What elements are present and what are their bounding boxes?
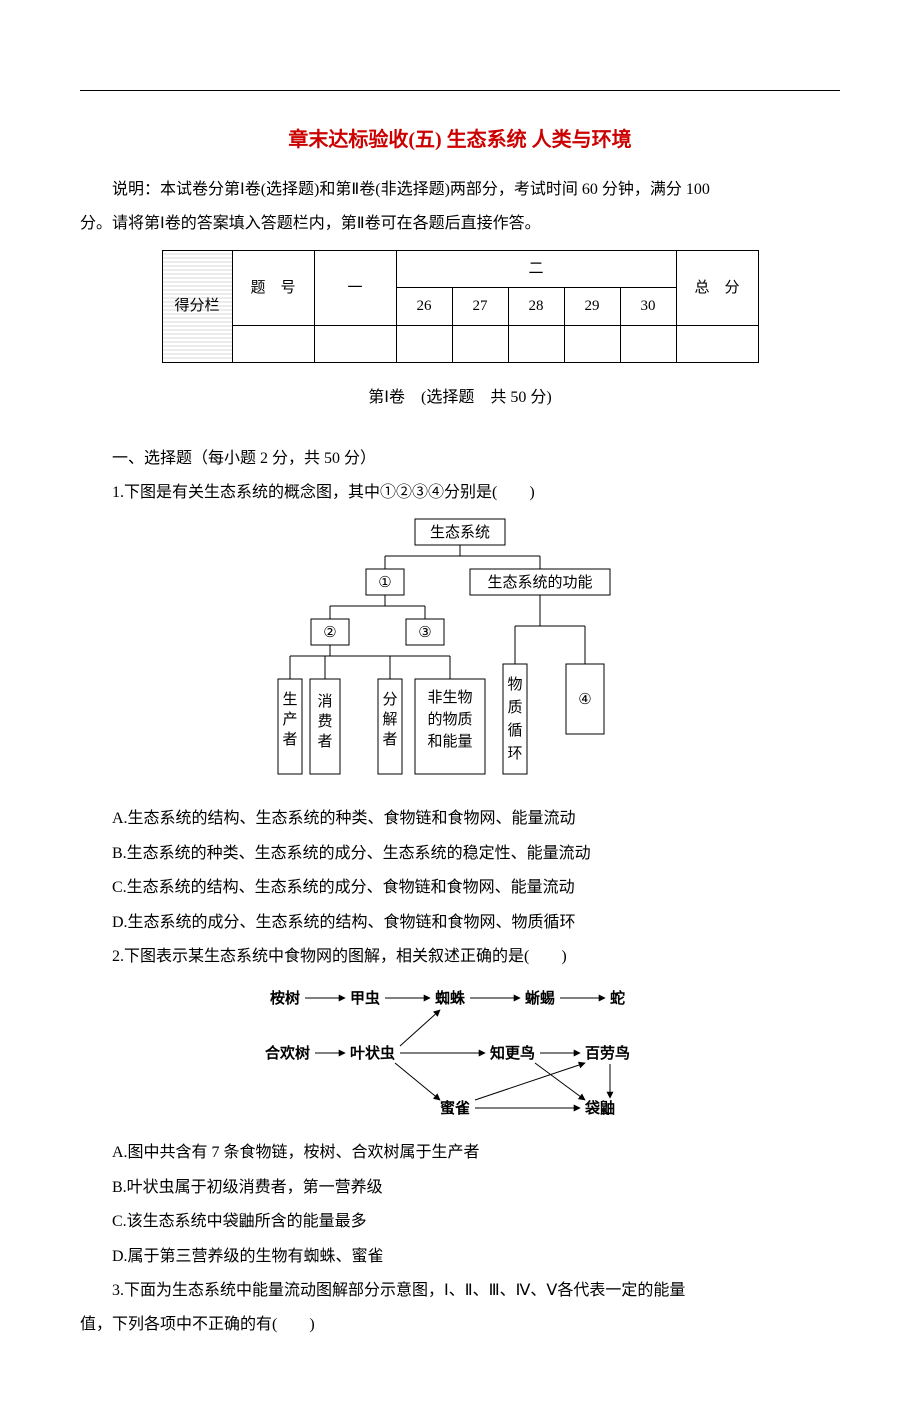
score-blank: [314, 325, 396, 363]
score-blank: [676, 325, 758, 363]
score-blank: [620, 325, 676, 363]
score-col-title: 题 号: [232, 250, 314, 325]
score-col-two: 二: [396, 250, 676, 288]
svg-text:费: 费: [317, 713, 332, 730]
score-table: 得分栏 题 号 一 二 总 分 26 27 28 29 30: [162, 250, 759, 364]
part1-heading: 一、选择题（每小题 2 分，共 50 分）: [80, 444, 840, 474]
intro-line-2: 分。请将第Ⅰ卷的答案填入答题栏内，第Ⅱ卷可在各题后直接作答。: [80, 209, 840, 239]
svg-text:非生物: 非生物: [427, 689, 472, 706]
fw-zhigeng: 知更鸟: [490, 1044, 535, 1062]
fw-xiyi: 蜥蜴: [525, 989, 555, 1007]
svg-text:分: 分: [382, 691, 397, 708]
score-col-total: 总 分: [676, 250, 758, 325]
svg-text:的物质: 的物质: [427, 711, 472, 728]
q2-optC: C.该生态系统中袋鼬所含的能量最多: [80, 1207, 840, 1237]
fw-hehuan: 合欢树: [264, 1044, 310, 1062]
q1-optA: A.生态系统的结构、生态系统的种类、食物链和食物网、能量流动: [80, 804, 840, 834]
q2-optA: A.图中共含有 7 条食物链，桉树、合欢树属于生产者: [80, 1138, 840, 1168]
fw-daiyou: 袋鼬: [584, 1099, 615, 1117]
score-sub-30: 30: [620, 288, 676, 326]
score-blank: [564, 325, 620, 363]
score-col-one: 一: [314, 250, 396, 325]
q2-food-web: 桉树 甲虫 蜘蛛 蜥蜴 蛇 合欢树 叶状虫 知更鸟 百劳鸟 蜜雀 袋鼬: [80, 978, 840, 1128]
fw-zhizhu: 蜘蛛: [435, 989, 466, 1007]
node-funcs: 生态系统的功能: [487, 574, 592, 591]
fw-jia: 甲虫: [350, 989, 380, 1007]
score-blank: [232, 325, 314, 363]
score-blank: [396, 325, 452, 363]
score-sub-29: 29: [564, 288, 620, 326]
q1-optC: C.生态系统的结构、生态系统的成分、食物链和食物网、能量流动: [80, 873, 840, 903]
svg-text:物: 物: [507, 676, 522, 693]
fw-she: 蛇: [610, 989, 625, 1007]
svg-text:产: 产: [282, 711, 297, 728]
page-title: 章末达标验收(五) 生态系统 人类与环境: [80, 121, 840, 159]
q1-optD: D.生态系统的成分、生态系统的结构、食物链和食物网、物质循环: [80, 908, 840, 938]
q2-stem: 2.下图表示某生态系统中食物网的图解，相关叙述正确的是( ): [80, 942, 840, 972]
score-blank: [452, 325, 508, 363]
q2-optD: D.属于第三营养级的生物有蜘蛛、蜜雀: [80, 1242, 840, 1272]
node-4: ④: [578, 692, 591, 708]
node-1: ①: [378, 575, 391, 591]
section-one-label: 第Ⅰ卷 (选择题 共 50 分): [80, 383, 840, 413]
score-blank: [508, 325, 564, 363]
node-2: ②: [323, 625, 336, 641]
svg-text:消: 消: [317, 693, 332, 710]
top-rule: [80, 90, 840, 91]
score-sub-26: 26: [396, 288, 452, 326]
fw-an: 桉树: [270, 989, 300, 1007]
fw-mique: 蜜雀: [440, 1099, 470, 1117]
score-rowhead: 得分栏: [162, 250, 232, 363]
score-sub-28: 28: [508, 288, 564, 326]
score-sub-27: 27: [452, 288, 508, 326]
intro-line-1: 说明：本试卷分第Ⅰ卷(选择题)和第Ⅱ卷(非选择题)两部分，考试时间 60 分钟，…: [80, 175, 840, 205]
svg-text:和能量: 和能量: [427, 733, 472, 750]
node-root: 生态系统: [430, 524, 490, 541]
svg-text:环: 环: [507, 746, 522, 762]
q1-concept-map: 生态系统 ① 生态系统的功能 ② ③ 生 产 者 消 费 者 分 解 者 非生物…: [80, 514, 840, 794]
q3-line2: 值，下列各项中不正确的有( ): [80, 1310, 840, 1340]
fw-bailao: 百劳鸟: [585, 1044, 630, 1062]
svg-text:解: 解: [382, 711, 397, 728]
node-3: ③: [418, 625, 431, 641]
svg-text:者: 者: [382, 731, 397, 748]
q1-stem: 1.下图是有关生态系统的概念图，其中①②③④分别是( ): [80, 478, 840, 508]
fw-yezhuang: 叶状虫: [350, 1044, 395, 1062]
svg-text:生: 生: [282, 691, 297, 708]
svg-text:者: 者: [317, 733, 332, 750]
svg-text:循: 循: [507, 722, 522, 739]
q2-optB: B.叶状虫属于初级消费者，第一营养级: [80, 1173, 840, 1203]
q1-optB: B.生态系统的种类、生态系统的成分、生态系统的稳定性、能量流动: [80, 839, 840, 869]
svg-text:质: 质: [507, 699, 522, 716]
svg-text:者: 者: [282, 731, 297, 748]
